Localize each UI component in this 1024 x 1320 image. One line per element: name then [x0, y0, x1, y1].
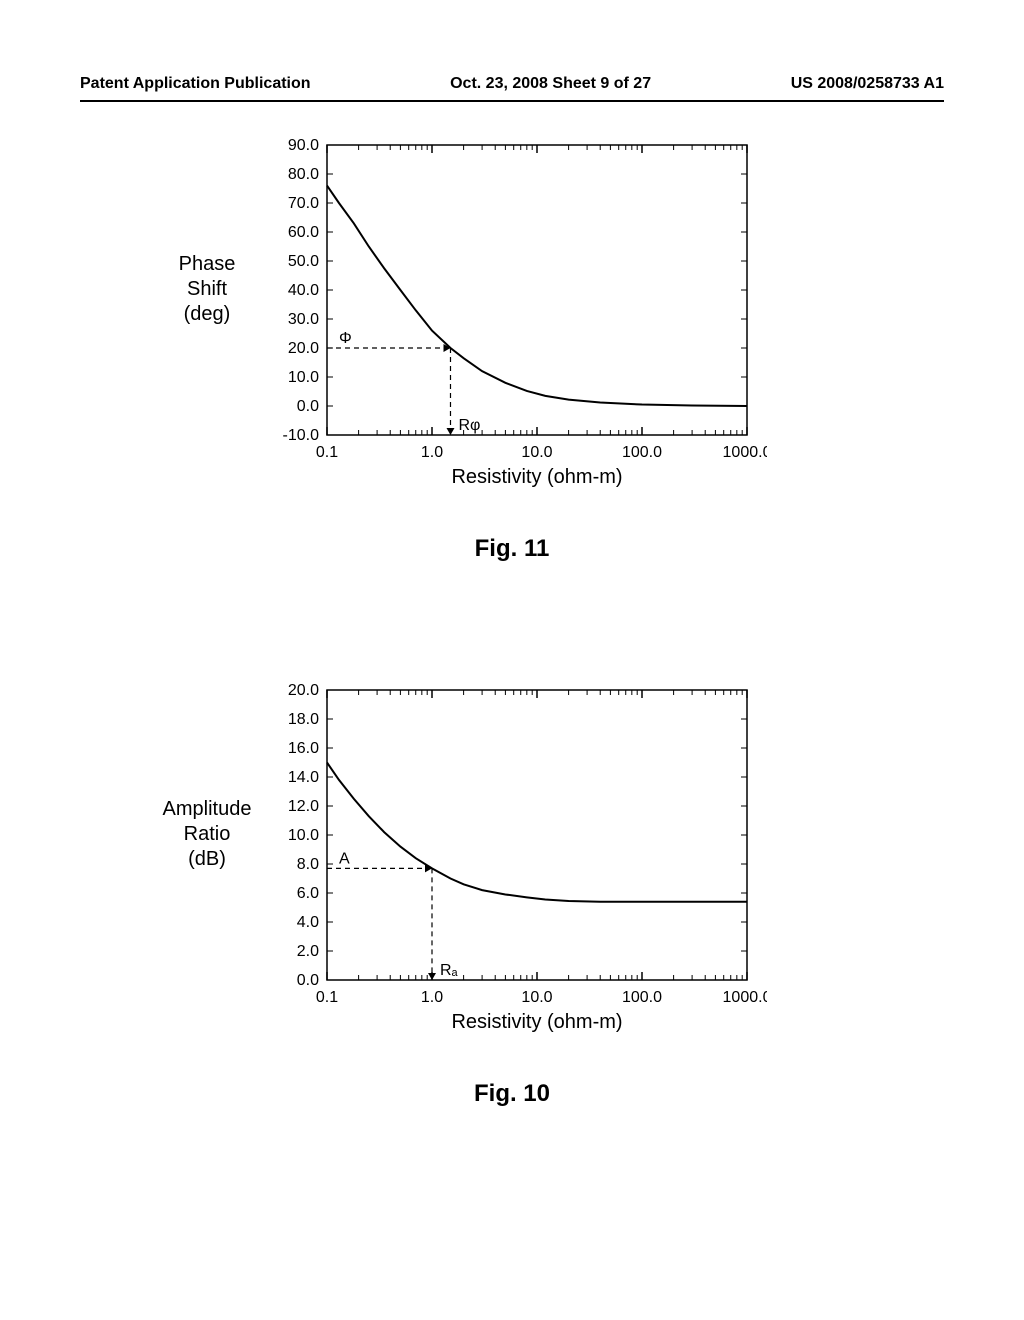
annotation-y-label: Φ	[339, 330, 352, 347]
plot-area	[327, 145, 747, 435]
ytick-label: 70.0	[288, 195, 319, 212]
ytick-label: 20.0	[288, 682, 319, 699]
header-rule	[80, 100, 944, 102]
ytick-label: 90.0	[288, 137, 319, 154]
chart2-svg: 0.0 2.0 4.0 6.0 8.0 10.0 12.0 14.0 16.0 18.0 20.0 0…	[257, 680, 767, 1050]
ytick-label: 30.0	[288, 311, 319, 328]
xtick-label: 10.0	[521, 444, 552, 461]
xlabel: Resistivity (ohm-m)	[451, 466, 622, 488]
annotation-x-label: Rₐ	[440, 962, 459, 979]
chart1-ylabel-line1: Phase	[179, 253, 236, 275]
plot-area	[327, 690, 747, 980]
ytick-label: 10.0	[288, 369, 319, 386]
header-right: US 2008/0258733 A1	[791, 75, 944, 93]
chart2-ylabel: Amplitude Ratio (dB)	[152, 797, 262, 872]
xlabel: Resistivity (ohm-m)	[451, 1011, 622, 1033]
ytick-label: 60.0	[288, 224, 319, 241]
chart-phase-shift: Phase Shift (deg) -10.0 0.0 10.0 20.0 30.0 40…	[0, 135, 1024, 563]
ytick-label: 2.0	[297, 943, 319, 960]
ytick-label: 50.0	[288, 253, 319, 270]
xtick-label: 100.0	[622, 989, 662, 1006]
ytick-label: 18.0	[288, 711, 319, 728]
ytick-label: -10.0	[283, 427, 320, 444]
page-header: Patent Application Publication Oct. 23, …	[0, 75, 1024, 93]
ytick-label: 10.0	[288, 827, 319, 844]
ytick-label: 4.0	[297, 914, 319, 931]
chart-amplitude-ratio: Amplitude Ratio (dB) 0.0 2.0 4.0 6.0 8.0 10.0…	[0, 680, 1024, 1108]
chart1-svg: -10.0 0.0 10.0 20.0 30.0 40.0 50.0 60.0 70.0 80.0…	[257, 135, 767, 505]
header-left: Patent Application Publication	[80, 75, 311, 93]
chart1-ylabel: Phase Shift (deg)	[152, 252, 262, 327]
ytick-label: 0.0	[297, 972, 319, 989]
chart1-caption: Fig. 11	[0, 535, 1024, 563]
ytick-label: 8.0	[297, 856, 319, 873]
chart1-ylabel-line3: (deg)	[184, 303, 231, 325]
ytick-label: 80.0	[288, 166, 319, 183]
xtick-label: 100.0	[622, 444, 662, 461]
chart2-ylabel-line1: Amplitude	[163, 798, 252, 820]
xtick-label: 0.1	[316, 989, 338, 1006]
ytick-label: 14.0	[288, 769, 319, 786]
page: Patent Application Publication Oct. 23, …	[0, 0, 1024, 1320]
chart2-ylabel-line3: (dB)	[188, 848, 226, 870]
header-center: Oct. 23, 2008 Sheet 9 of 27	[450, 75, 651, 93]
chart2-caption: Fig. 10	[0, 1080, 1024, 1108]
xtick-label: 1000.0	[723, 444, 767, 461]
ytick-label: 16.0	[288, 740, 319, 757]
xtick-label: 10.0	[521, 989, 552, 1006]
ytick-label: 0.0	[297, 398, 319, 415]
ytick-label: 20.0	[288, 340, 319, 357]
ytick-label: 12.0	[288, 798, 319, 815]
chart1-ylabel-line2: Shift	[187, 278, 227, 300]
xtick-label: 1000.0	[723, 989, 767, 1006]
chart2-ylabel-line2: Ratio	[184, 823, 231, 845]
annotation-x-label: Rφ	[458, 417, 480, 434]
xtick-label: 0.1	[316, 444, 338, 461]
ytick-label: 40.0	[288, 282, 319, 299]
annotation-y-label: A	[339, 850, 350, 867]
ytick-label: 6.0	[297, 885, 319, 902]
xtick-label: 1.0	[421, 989, 443, 1006]
xtick-label: 1.0	[421, 444, 443, 461]
